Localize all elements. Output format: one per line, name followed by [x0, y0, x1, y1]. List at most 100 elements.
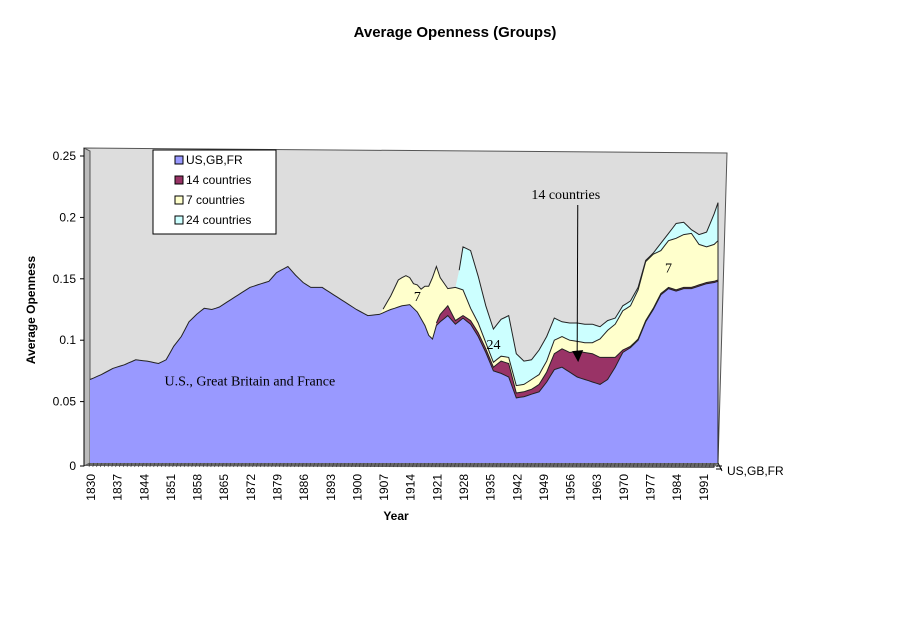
depth-axis-label: US,GB,FR: [727, 464, 784, 478]
floor-tick: [435, 462, 437, 468]
floor-tick: [575, 462, 578, 468]
floor-tick: [115, 462, 117, 468]
outline-us-gb-fr: [89, 265, 719, 399]
floor-tick: [275, 462, 277, 468]
floor-tick: [138, 462, 140, 468]
floor-tick: [416, 462, 418, 468]
floor-tick: [446, 462, 449, 468]
annotation-label: 24: [486, 338, 500, 353]
floor-tick: [286, 462, 289, 468]
floor-tick: [343, 462, 346, 468]
floor-tick: [225, 462, 228, 468]
x-tick-label: 1900: [350, 474, 364, 501]
floor-tick: [336, 462, 338, 468]
chart-floor: [84, 463, 718, 468]
floor-tick: [423, 462, 426, 468]
floor-tick: [301, 462, 304, 468]
floor-tick: [157, 462, 159, 468]
floor-tick: [366, 462, 369, 468]
x-tick-label: 1893: [324, 474, 338, 501]
outline-24-countries: [458, 202, 719, 362]
x-tick-label: 1879: [271, 474, 285, 501]
floor-tick: [393, 462, 395, 468]
floor-tick: [488, 462, 490, 468]
floor-tick: [518, 462, 521, 468]
floor-tick: [655, 462, 658, 468]
floor-tick: [438, 462, 441, 468]
floor-tick: [202, 462, 205, 468]
floor-tick: [328, 462, 331, 468]
floor-tick: [712, 462, 715, 468]
floor-tick: [267, 462, 270, 468]
floor-tick: [507, 462, 509, 468]
y-tick-label: 0.1: [59, 333, 76, 347]
depth-axis: US,GB,FR: [716, 462, 784, 478]
y-axis-title: Average Openness: [24, 256, 38, 365]
area-us-gb-fr: [90, 266, 718, 463]
y-tick-label: 0.05: [53, 395, 77, 409]
floor-tick: [100, 462, 102, 468]
x-tick-label: 1991: [697, 474, 711, 501]
floor-tick: [674, 462, 677, 468]
legend-label: 7 countries: [186, 193, 245, 207]
floor-tick: [412, 462, 414, 468]
x-axis-ticks: 1830 1837 1844 1851 1858 1865 1872 1879 1886 1893…: [84, 474, 711, 501]
floor-tick: [210, 462, 213, 468]
x-tick-label: 1935: [484, 474, 498, 501]
floor-tick: [469, 462, 471, 468]
floor-tick: [339, 462, 342, 468]
floor-tick: [621, 462, 624, 468]
floor-tick: [145, 462, 148, 468]
floor-tick: [583, 462, 586, 468]
floor-tick: [355, 462, 357, 468]
floor-tick: [134, 462, 136, 468]
x-tick-label: 1949: [537, 474, 551, 501]
floor-tick: [606, 462, 608, 468]
y-tick-label: 0: [69, 459, 76, 473]
floor-tick: [347, 462, 350, 468]
annotations: U.S., Great Britain and France 14 countri…: [165, 188, 673, 390]
floor-tick: [244, 462, 247, 468]
floor-tick: [693, 462, 696, 468]
floor-tick: [141, 462, 144, 468]
floor-tick: [594, 462, 597, 468]
floor-tick: [522, 462, 525, 468]
floor-tick: [180, 462, 182, 468]
x-tick-label: 1858: [191, 474, 205, 501]
legend: US,GB,FR 14 countries 7 countries 24 countr…: [152, 149, 277, 235]
legend-box: [152, 149, 277, 235]
floor-tick: [419, 462, 422, 468]
floor-tick: [591, 462, 593, 468]
legend-swatch: [174, 195, 184, 205]
annotation-label: 14 countries: [531, 188, 600, 203]
annotation-arrow-line: [576, 204, 579, 354]
floor-tick: [659, 462, 662, 468]
floor-tick: [537, 462, 540, 468]
x-tick-label: 1928: [457, 474, 471, 501]
floor-tick: [564, 462, 567, 468]
floor-tick: [206, 462, 209, 468]
floor-tick: [644, 462, 646, 468]
floor-tick: [610, 462, 612, 468]
floor-tick: [119, 462, 121, 468]
floor-tick: [625, 462, 627, 468]
floor-tick: [233, 462, 235, 468]
x-tick-label: 1907: [377, 474, 391, 501]
floor-tick: [640, 462, 643, 468]
floor-tick: [317, 462, 319, 468]
floor-tick: [454, 462, 456, 468]
series-outlines: [89, 202, 719, 463]
y-tick-label: 0.15: [53, 272, 77, 286]
floor-tick: [408, 462, 411, 468]
floor-tick: [431, 462, 433, 468]
floor-tick: [400, 462, 403, 468]
legend-swatch: [174, 175, 184, 185]
floor-tick: [92, 462, 95, 468]
floor-tick: [549, 462, 551, 468]
floor-tick: [476, 462, 479, 468]
area-series-group: [90, 202, 718, 463]
floor-tick: [579, 462, 582, 468]
x-tick-label: 1865: [217, 474, 231, 501]
floor-tick: [385, 462, 388, 468]
